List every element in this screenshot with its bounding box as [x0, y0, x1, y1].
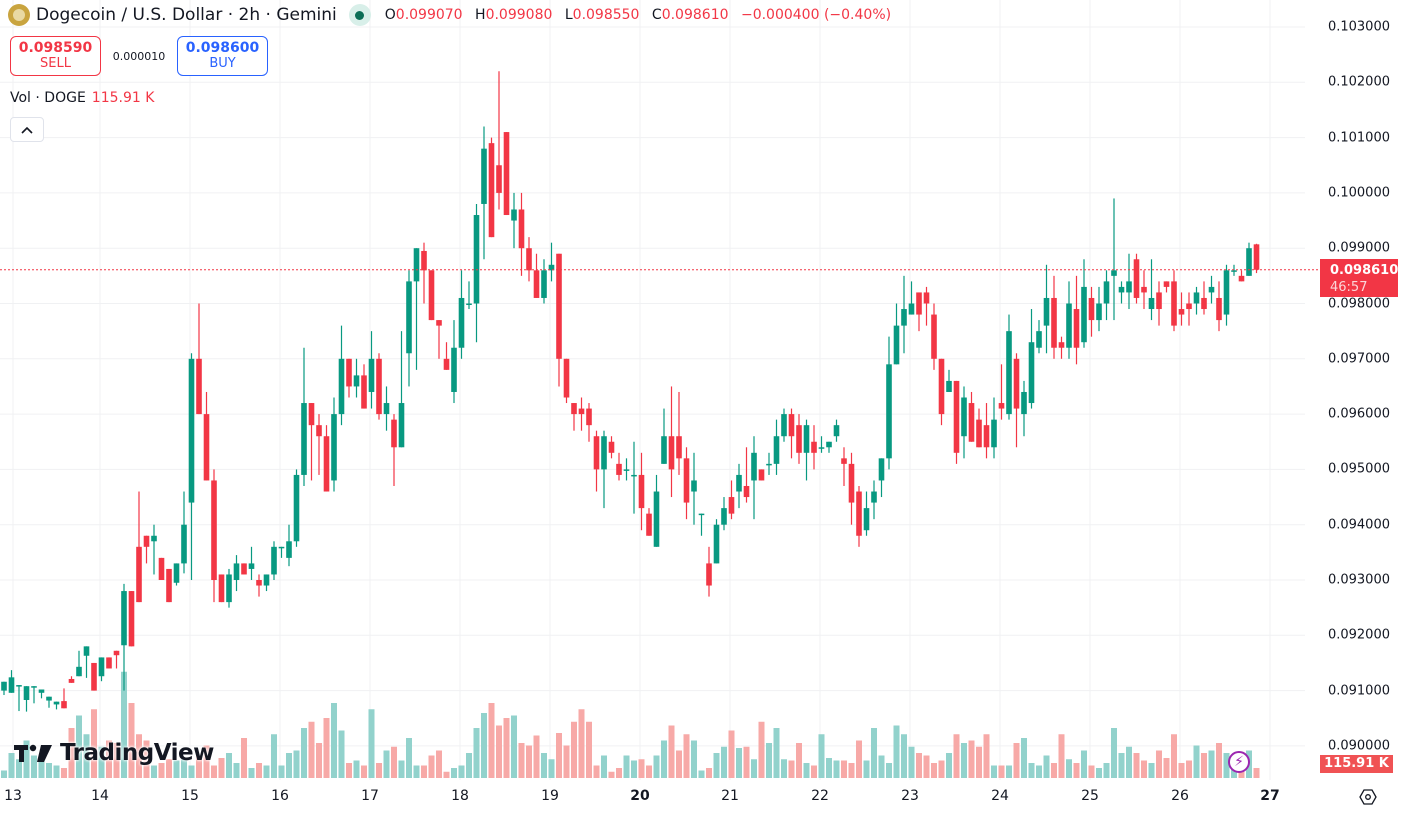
price-axis-label: 0.098000: [1327, 296, 1390, 311]
lightning-icon[interactable]: ⚡: [1228, 751, 1250, 773]
high-value: 0.099080: [485, 7, 553, 23]
price-axis-label: 0.099000: [1327, 240, 1390, 256]
time-axis-label: 18: [451, 788, 469, 804]
close-value: 0.098610: [661, 7, 729, 23]
symbol-title[interactable]: Dogecoin / U.S. Dollar · 2h · Gemini: [36, 5, 337, 25]
sell-label: SELL: [40, 56, 71, 71]
volume-label: Vol · DOGE: [10, 90, 86, 106]
price-axis-label: 0.097000: [1327, 351, 1390, 367]
volume-legend[interactable]: Vol · DOGE 115.91 K: [10, 90, 154, 106]
collapse-legend-button[interactable]: [10, 117, 44, 142]
tradingview-wordmark: TradingView: [60, 740, 214, 766]
close-label: C: [651, 7, 662, 23]
time-axis-label: 19: [541, 788, 559, 804]
time-axis-label: 14: [91, 788, 109, 804]
time-axis-label: 25: [1081, 788, 1099, 804]
price-axis-label: 0.091000: [1327, 683, 1390, 699]
price-axis-label: 0.093000: [1327, 572, 1390, 588]
time-axis-label: 27: [1260, 788, 1280, 804]
price-axis-label: 0.096000: [1327, 406, 1390, 422]
chevron-up-icon: [21, 126, 33, 134]
change-value: −0.000400 (−0.40%): [740, 7, 892, 23]
high-label: H: [475, 7, 486, 23]
dogecoin-coin-icon: [8, 4, 30, 26]
last-price-value: 0.098610: [1330, 263, 1399, 278]
price-axis-label: 0.101000: [1327, 130, 1390, 146]
time-axis-label: 17: [361, 788, 379, 804]
market-open-dot-icon[interactable]: [348, 4, 371, 26]
volume-price-tag: 115.91 K: [1320, 755, 1393, 773]
spread-value: 0.000010: [112, 49, 166, 63]
time-axis-label: 23: [901, 788, 919, 804]
bar-countdown: 46:57: [1330, 280, 1368, 295]
time-axis-label: 15: [181, 788, 199, 804]
tradingview-watermark[interactable]: TradingView: [14, 740, 214, 766]
price-axis-label: 0.102000: [1327, 74, 1390, 90]
price-axis-label: 0.090000: [1327, 738, 1390, 754]
symbol-header: Dogecoin / U.S. Dollar · 2h · Gemini O0.…: [8, 4, 899, 26]
open-label: O: [384, 7, 396, 23]
time-axis-label: 16: [271, 788, 289, 804]
trade-panel: 0.098590 SELL 0.000010 0.098600 BUY: [10, 36, 268, 76]
last-price-tag: 0.098610 46:57: [1320, 259, 1398, 297]
volume-value: 115.91 K: [91, 90, 155, 106]
price-axis-label: 0.095000: [1327, 461, 1390, 477]
time-axis-label: 26: [1171, 788, 1189, 804]
buy-price: 0.098600: [185, 40, 260, 56]
price-axis-label: 0.092000: [1327, 627, 1390, 643]
ohlc-legend: O0.099070 H0.099080 L0.098550 C0.098610 …: [385, 7, 899, 23]
tradingview-logo-icon: [14, 744, 52, 762]
time-axis-label: 20: [630, 788, 650, 804]
price-axis-label: 0.100000: [1327, 185, 1390, 201]
open-value: 0.099070: [395, 7, 463, 23]
sell-price: 0.098590: [18, 40, 93, 56]
settings-hex-icon[interactable]: [1359, 788, 1377, 806]
buy-label: BUY: [209, 56, 236, 71]
price-axis-label: 0.103000: [1327, 19, 1390, 35]
low-label: L: [564, 7, 573, 23]
low-value: 0.098550: [572, 7, 640, 23]
time-axis-label: 24: [991, 788, 1009, 804]
time-axis-label: 22: [811, 788, 829, 804]
time-axis-label: 21: [721, 788, 739, 804]
sell-button[interactable]: 0.098590 SELL: [10, 36, 101, 76]
buy-button[interactable]: 0.098600 BUY: [177, 36, 268, 76]
price-axis-label: 0.094000: [1327, 517, 1390, 533]
time-axis-label: 13: [4, 788, 22, 804]
